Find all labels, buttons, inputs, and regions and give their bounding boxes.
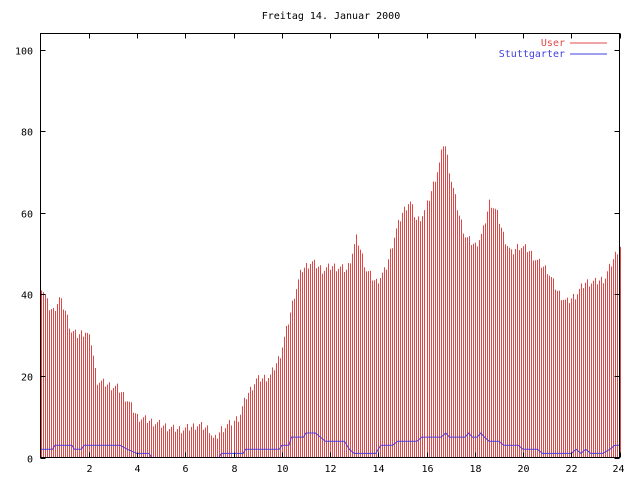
y-tick-label: 0 — [27, 455, 33, 466]
x-tick-label: 6 — [182, 464, 188, 475]
legend-label-user: User — [541, 38, 565, 49]
x-tick-label: 8 — [231, 464, 237, 475]
x-tick-label: 12 — [324, 464, 336, 475]
y-tick-label: 100 — [15, 47, 33, 58]
chart-title: Freitag 14. Januar 2000 — [262, 11, 400, 22]
stuttgarter-line-layer — [40, 432, 620, 458]
legend-label-stuttgarter: Stuttgarter — [499, 49, 565, 60]
y-tick-label: 20 — [21, 373, 33, 384]
x-tick-label: 14 — [372, 464, 384, 475]
x-tick-label: 10 — [276, 464, 288, 475]
x-tick-label: 18 — [469, 464, 481, 475]
y-tick-label: 40 — [21, 291, 33, 302]
x-tick-label: 20 — [517, 464, 529, 475]
stuttgarter-line — [40, 432, 620, 458]
x-tick-label: 22 — [565, 464, 577, 475]
user-bars — [41, 146, 621, 458]
x-tick-label: 24 — [612, 464, 624, 475]
y-tick-label: 60 — [21, 210, 33, 221]
x-tick-label: 16 — [421, 464, 433, 475]
legend: User Stuttgarter — [499, 38, 607, 60]
y-tick-label: 80 — [21, 128, 33, 139]
x-tick-label: 2 — [86, 464, 92, 475]
x-tick-label: 4 — [134, 464, 140, 475]
